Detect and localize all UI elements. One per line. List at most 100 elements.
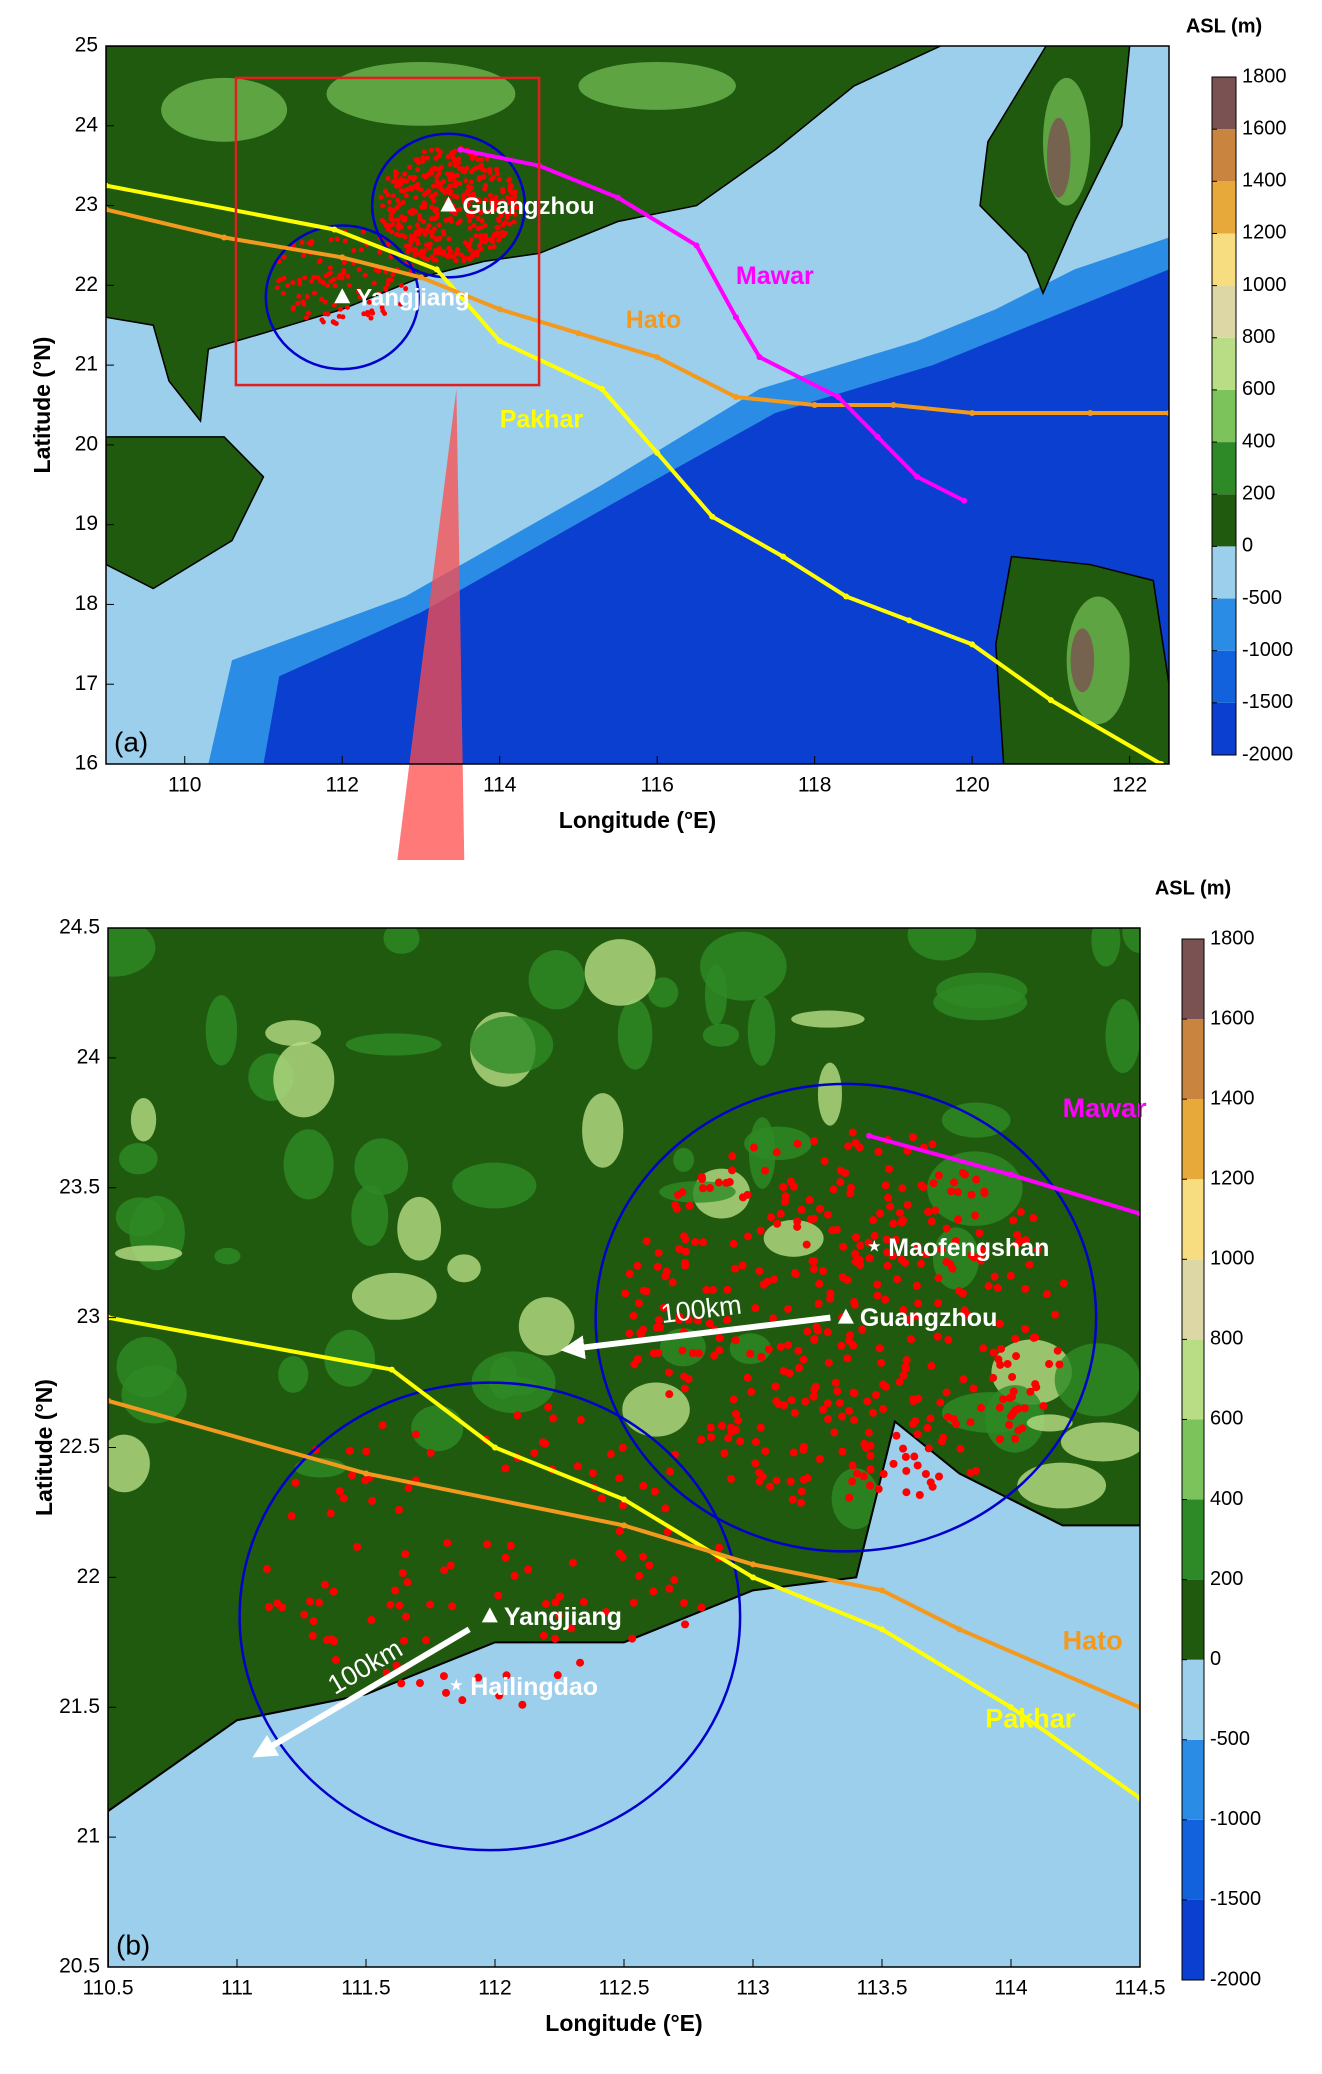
colorbar-segment <box>1182 1579 1204 1660</box>
station <box>385 175 391 181</box>
station <box>328 278 334 284</box>
station <box>1011 1334 1020 1343</box>
highland <box>673 1147 695 1172</box>
station <box>856 1261 865 1270</box>
station <box>836 1178 845 1187</box>
highland <box>704 964 728 1026</box>
station <box>913 1430 922 1439</box>
station <box>524 1565 533 1574</box>
station <box>909 1419 918 1428</box>
station <box>551 1634 560 1643</box>
station <box>476 243 482 249</box>
station <box>429 167 435 173</box>
station <box>413 195 419 201</box>
station <box>327 270 333 276</box>
station <box>1021 1284 1030 1293</box>
radar-range <box>264 224 420 371</box>
station <box>961 1170 970 1179</box>
station <box>475 207 481 213</box>
station <box>492 206 498 212</box>
colorbar-segment <box>1212 233 1236 286</box>
station <box>776 1209 785 1218</box>
station <box>458 1696 467 1705</box>
colorbar-segment <box>1212 650 1236 703</box>
station <box>826 1289 835 1298</box>
station <box>365 312 371 318</box>
station <box>464 188 470 194</box>
station <box>796 1498 805 1507</box>
colorbar-segment <box>1182 1819 1204 1900</box>
station <box>415 241 421 247</box>
station <box>850 1389 859 1398</box>
station <box>675 1244 684 1253</box>
track-point <box>693 242 700 249</box>
station <box>482 186 488 192</box>
station <box>996 1344 1005 1353</box>
station <box>838 1412 847 1421</box>
station <box>846 1331 855 1340</box>
station <box>434 206 440 212</box>
station <box>376 268 382 274</box>
highland <box>469 1016 554 1074</box>
colorbar-tick-label: 1800 <box>1210 927 1255 949</box>
station <box>850 1297 859 1306</box>
station <box>475 225 481 231</box>
station <box>749 1143 758 1152</box>
station <box>440 228 446 234</box>
station <box>705 1319 714 1328</box>
station <box>427 241 433 247</box>
station <box>661 1272 670 1281</box>
station <box>1025 1260 1034 1269</box>
station <box>403 193 409 199</box>
station <box>530 1449 539 1458</box>
station <box>908 1133 917 1142</box>
highland <box>116 1336 177 1398</box>
station <box>924 1207 933 1216</box>
station <box>929 1179 938 1188</box>
station <box>295 300 301 306</box>
station <box>403 286 409 292</box>
station <box>761 1166 770 1175</box>
station <box>747 1387 756 1396</box>
station <box>500 189 506 195</box>
station <box>395 1601 404 1610</box>
station <box>864 1428 873 1437</box>
station <box>326 1509 335 1518</box>
station <box>815 1279 824 1288</box>
station <box>341 268 347 274</box>
station <box>407 243 413 249</box>
station <box>462 255 468 261</box>
y-axis-label: Latitude (°N) <box>29 337 55 474</box>
station <box>629 1311 638 1320</box>
station <box>818 1266 827 1275</box>
station <box>377 249 383 255</box>
station <box>914 1299 923 1308</box>
station <box>1014 1426 1023 1435</box>
station <box>431 226 437 232</box>
colorbar-segment <box>1212 702 1236 755</box>
station <box>401 178 407 184</box>
station <box>431 198 437 204</box>
station <box>707 1433 716 1442</box>
colorbar-tick-label: 400 <box>1210 1488 1243 1510</box>
station <box>697 1435 706 1444</box>
y-tick-label: 24.5 <box>59 916 100 939</box>
station <box>280 290 286 296</box>
track-point <box>621 1496 627 1503</box>
place-label: Guangzhou <box>860 1304 997 1332</box>
track-point <box>879 1587 885 1594</box>
station <box>810 1264 819 1273</box>
colorbar-segment <box>1182 1419 1204 1500</box>
highland <box>326 61 516 126</box>
station <box>871 1390 880 1399</box>
station <box>845 1406 854 1415</box>
station <box>394 231 400 237</box>
station <box>345 273 351 279</box>
track-point <box>654 449 661 456</box>
station <box>495 1691 504 1700</box>
station <box>414 222 420 228</box>
station <box>773 1219 782 1228</box>
station <box>951 1236 960 1245</box>
station <box>1059 1279 1068 1288</box>
station <box>398 301 404 307</box>
